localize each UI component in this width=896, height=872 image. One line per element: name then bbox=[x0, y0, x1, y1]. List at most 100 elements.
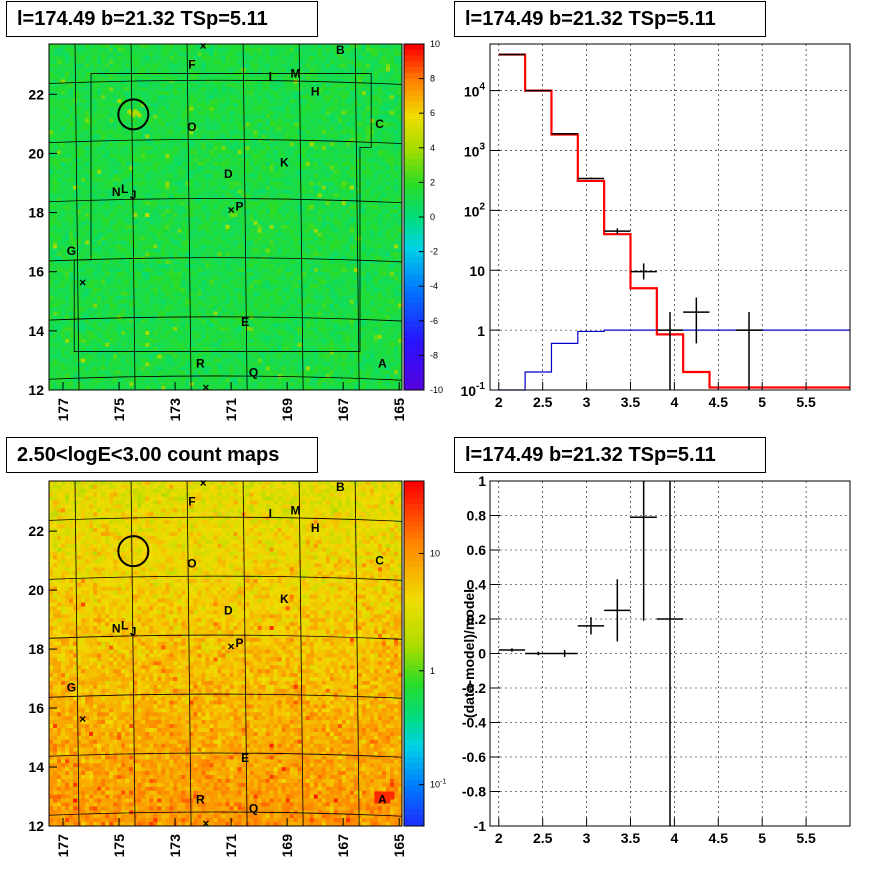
map-pixel bbox=[57, 304, 61, 308]
map-pixel bbox=[49, 166, 53, 170]
map-pixel bbox=[133, 131, 137, 135]
map-pixel bbox=[61, 158, 65, 162]
map-pixel bbox=[189, 362, 193, 366]
map-pixel bbox=[69, 134, 73, 138]
map-pixel bbox=[85, 107, 89, 111]
map-pixel bbox=[169, 256, 173, 260]
map-pixel bbox=[145, 323, 149, 327]
map-pixel bbox=[81, 370, 85, 374]
map-pixel bbox=[97, 119, 101, 123]
map-pixel bbox=[53, 382, 57, 386]
map-pixel bbox=[169, 237, 173, 241]
map-pixel bbox=[181, 268, 185, 272]
map-pixel bbox=[93, 378, 97, 382]
map-pixel bbox=[169, 280, 173, 284]
map-pixel bbox=[129, 134, 133, 138]
map-pixel bbox=[85, 233, 89, 237]
map-pixel bbox=[57, 300, 61, 304]
map-pixel bbox=[137, 323, 141, 327]
map-pixel bbox=[49, 83, 53, 87]
map-pixel bbox=[125, 134, 129, 138]
map-pixel bbox=[57, 83, 61, 87]
map-pixel bbox=[109, 315, 113, 319]
map-pixel bbox=[185, 134, 189, 138]
map-pixel bbox=[69, 213, 73, 217]
map-pixel bbox=[113, 374, 117, 378]
map-pixel bbox=[117, 225, 121, 229]
map-pixel bbox=[145, 229, 149, 233]
map-pixel bbox=[53, 205, 57, 209]
map-pixel bbox=[185, 343, 189, 347]
map-pixel bbox=[165, 296, 169, 300]
map-pixel bbox=[109, 323, 113, 327]
map-pixel bbox=[153, 115, 157, 119]
map-pixel bbox=[101, 170, 105, 174]
map-pixel bbox=[189, 150, 193, 154]
map-pixel bbox=[149, 193, 153, 197]
map-pixel bbox=[137, 284, 141, 288]
map-pixel bbox=[57, 213, 61, 217]
map-pixel bbox=[61, 252, 65, 256]
map-pixel bbox=[161, 205, 165, 209]
map-pixel bbox=[121, 296, 125, 300]
map-pixel bbox=[169, 355, 173, 359]
map-pixel bbox=[161, 193, 165, 197]
map-pixel bbox=[129, 323, 133, 327]
map-pixel bbox=[169, 327, 173, 331]
map-pixel bbox=[93, 48, 97, 52]
map-pixel bbox=[61, 87, 65, 91]
map-pixel bbox=[181, 296, 185, 300]
map-pixel bbox=[137, 209, 141, 213]
map-pixel bbox=[133, 213, 137, 217]
map-pixel bbox=[109, 284, 113, 288]
map-pixel bbox=[77, 182, 81, 186]
map-pixel bbox=[169, 52, 173, 56]
map-pixel bbox=[49, 91, 53, 95]
map-pixel bbox=[189, 229, 193, 233]
map-pixel bbox=[169, 335, 173, 339]
map-pixel bbox=[49, 292, 53, 296]
map-pixel bbox=[113, 95, 117, 99]
map-pixel bbox=[189, 115, 193, 119]
map-pixel bbox=[133, 79, 137, 83]
map-pixel bbox=[193, 75, 197, 79]
map-pixel bbox=[169, 189, 173, 193]
map-pixel bbox=[77, 60, 81, 64]
map-pixel bbox=[101, 52, 105, 56]
map-pixel bbox=[81, 319, 85, 323]
map-pixel bbox=[97, 378, 101, 382]
map-pixel bbox=[165, 158, 169, 162]
map-pixel bbox=[125, 252, 129, 256]
map-pixel bbox=[57, 99, 61, 103]
map-pixel bbox=[73, 288, 77, 292]
map-pixel bbox=[145, 146, 149, 150]
map-pixel bbox=[121, 75, 125, 79]
map-pixel bbox=[161, 103, 165, 107]
map-pixel bbox=[193, 91, 197, 95]
map-pixel bbox=[105, 374, 109, 378]
map-pixel bbox=[181, 300, 185, 304]
map-pixel bbox=[61, 209, 65, 213]
map-pixel bbox=[77, 339, 81, 343]
map-pixel bbox=[133, 252, 137, 256]
map-pixel bbox=[181, 213, 185, 217]
map-pixel bbox=[141, 229, 145, 233]
map-pixel bbox=[141, 225, 145, 229]
map-pixel bbox=[89, 48, 93, 52]
map-pixel bbox=[61, 272, 65, 276]
map-pixel bbox=[117, 311, 121, 315]
map-pixel bbox=[93, 115, 97, 119]
map-pixel bbox=[169, 209, 173, 213]
map-pixel bbox=[77, 127, 81, 131]
map-pixel bbox=[113, 201, 117, 205]
map-pixel bbox=[165, 44, 169, 48]
map-pixel bbox=[53, 166, 57, 170]
map-pixel bbox=[109, 95, 113, 99]
map-pixel bbox=[117, 83, 121, 87]
map-pixel bbox=[169, 68, 173, 72]
map-pixel bbox=[89, 292, 93, 296]
map-pixel bbox=[101, 119, 105, 123]
map-pixel bbox=[117, 355, 121, 359]
map-pixel bbox=[121, 95, 125, 99]
map-pixel bbox=[93, 292, 97, 296]
